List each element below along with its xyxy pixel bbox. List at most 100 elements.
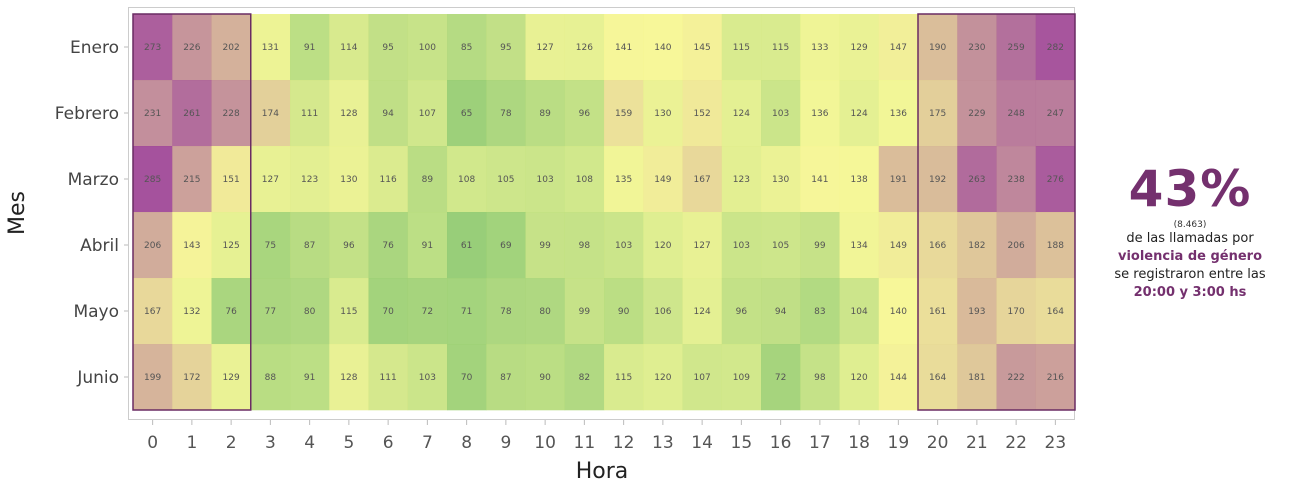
month-tick-label: Febrero: [55, 104, 119, 124]
cell-value-label: 206: [1008, 241, 1025, 251]
heatmap-cell: [839, 14, 880, 81]
heatmap-cell: [250, 14, 291, 81]
heatmap-cell: [564, 278, 605, 345]
heatmap-cell: [918, 14, 958, 81]
heatmap-cell: [839, 344, 880, 411]
heatmap-cell: [368, 212, 409, 279]
cell-value-label: 95: [500, 43, 511, 53]
heatmap-cell: [800, 146, 840, 213]
heatmap-cell: [918, 146, 958, 213]
heatmap-cell: [329, 14, 369, 81]
cell-value-label: 130: [340, 175, 357, 185]
heatmap-cell: [329, 212, 369, 279]
heatmap-cell: [133, 278, 173, 345]
heatmap-cell: [290, 278, 330, 345]
annotation-line-1: de las llamadas por: [1126, 231, 1254, 246]
heatmap-cell: [290, 80, 330, 147]
heatmap-cell: [643, 278, 683, 345]
heatmap-cell: [564, 146, 605, 213]
heatmap-cell: [407, 344, 448, 411]
hour-tick-label: 8: [461, 433, 472, 453]
cell-value-label: 263: [968, 175, 985, 185]
heatmap-cell: [761, 344, 801, 411]
month-tick-label: Abril: [80, 236, 119, 256]
heatmap-cell: [1035, 278, 1076, 345]
cell-value-label: 95: [382, 43, 393, 53]
cell-value-label: 120: [654, 241, 671, 251]
month-tick-label: Marzo: [68, 170, 119, 190]
cell-value-label: 261: [183, 109, 200, 119]
heatmap-cell: [761, 14, 801, 81]
cell-value-label: 107: [419, 109, 436, 119]
cell-value-label: 228: [223, 109, 240, 119]
heatmap-cell: [604, 146, 644, 213]
heatmap-cell: [133, 14, 173, 81]
cell-value-label: 98: [814, 373, 826, 383]
cell-value-label: 99: [814, 241, 826, 251]
heatmap-cell: [996, 344, 1037, 411]
cell-value-label: 109: [733, 373, 750, 383]
heatmap-cell: [682, 278, 723, 345]
cell-value-label: 104: [851, 307, 868, 317]
cell-value-label: 229: [968, 109, 985, 119]
cell-value-label: 132: [183, 307, 200, 317]
heatmap-cell: [839, 278, 880, 345]
cell-value-label: 103: [537, 175, 554, 185]
heatmap-cell: [447, 14, 487, 81]
cell-value-label: 136: [811, 109, 828, 119]
hour-tick-label: 4: [304, 433, 315, 453]
cell-value-label: 94: [775, 307, 787, 317]
cell-value-label: 285: [144, 175, 161, 185]
cell-value-label: 130: [654, 109, 671, 119]
cell-value-label: 190: [929, 43, 946, 53]
cell-value-label: 191: [890, 175, 907, 185]
heatmap-cell: [368, 14, 409, 81]
cell-value-label: 78: [500, 109, 512, 119]
heatmap-cell: [761, 146, 801, 213]
heatmap-cell: [407, 278, 448, 345]
heatmap-cell: [996, 14, 1037, 81]
cell-value-label: 248: [1008, 109, 1025, 119]
cell-value-label: 182: [968, 241, 985, 251]
cell-value-label: 91: [422, 241, 433, 251]
heatmap-cell: [447, 146, 487, 213]
cell-value-label: 105: [772, 241, 789, 251]
heatmap-cell: [643, 344, 683, 411]
heatmap-cell: [133, 146, 173, 213]
heatmap-cell: [211, 80, 252, 147]
cell-value-label: 161: [929, 307, 946, 317]
summary-annotation: 43% (8.463) de las llamadas por violenci…: [1100, 160, 1280, 302]
cell-value-label: 247: [1047, 109, 1064, 119]
month-tick-label: Mayo: [73, 302, 119, 322]
heatmap-cell: [368, 80, 409, 147]
heatmap-cell: [407, 212, 448, 279]
cell-value-label: 149: [890, 241, 907, 251]
cell-value-label: 125: [223, 241, 240, 251]
month-tick-label: Junio: [76, 368, 119, 388]
cell-value-label: 181: [968, 373, 985, 383]
heatmap-cell: [564, 212, 605, 279]
heatmap-cell: [447, 212, 487, 279]
cell-value-label: 192: [929, 175, 946, 185]
percentage-stat: 43%: [1128, 160, 1252, 218]
cell-value-label: 144: [890, 373, 907, 383]
highlight-box: [917, 13, 1076, 411]
cell-value-label: 89: [422, 175, 434, 185]
cell-value-label: 129: [223, 373, 240, 383]
cell-value-label: 199: [144, 373, 161, 383]
cell-value-label: 65: [461, 109, 472, 119]
cell-value-label: 77: [265, 307, 276, 317]
x-axis-title: Hora: [576, 459, 629, 484]
cell-value-label: 282: [1047, 43, 1064, 53]
heatmap-cell: [133, 212, 173, 279]
hour-tick-label: 7: [422, 433, 433, 453]
heatmap-cell: [957, 146, 997, 213]
cell-value-label: 231: [144, 109, 161, 119]
cell-value-label: 128: [340, 373, 357, 383]
cell-value-label: 76: [382, 241, 394, 251]
heatmap-cell: [211, 344, 252, 411]
heatmap-cell: [211, 278, 252, 345]
heatmap-cell: [682, 212, 723, 279]
hour-tick-label: 15: [731, 433, 753, 453]
